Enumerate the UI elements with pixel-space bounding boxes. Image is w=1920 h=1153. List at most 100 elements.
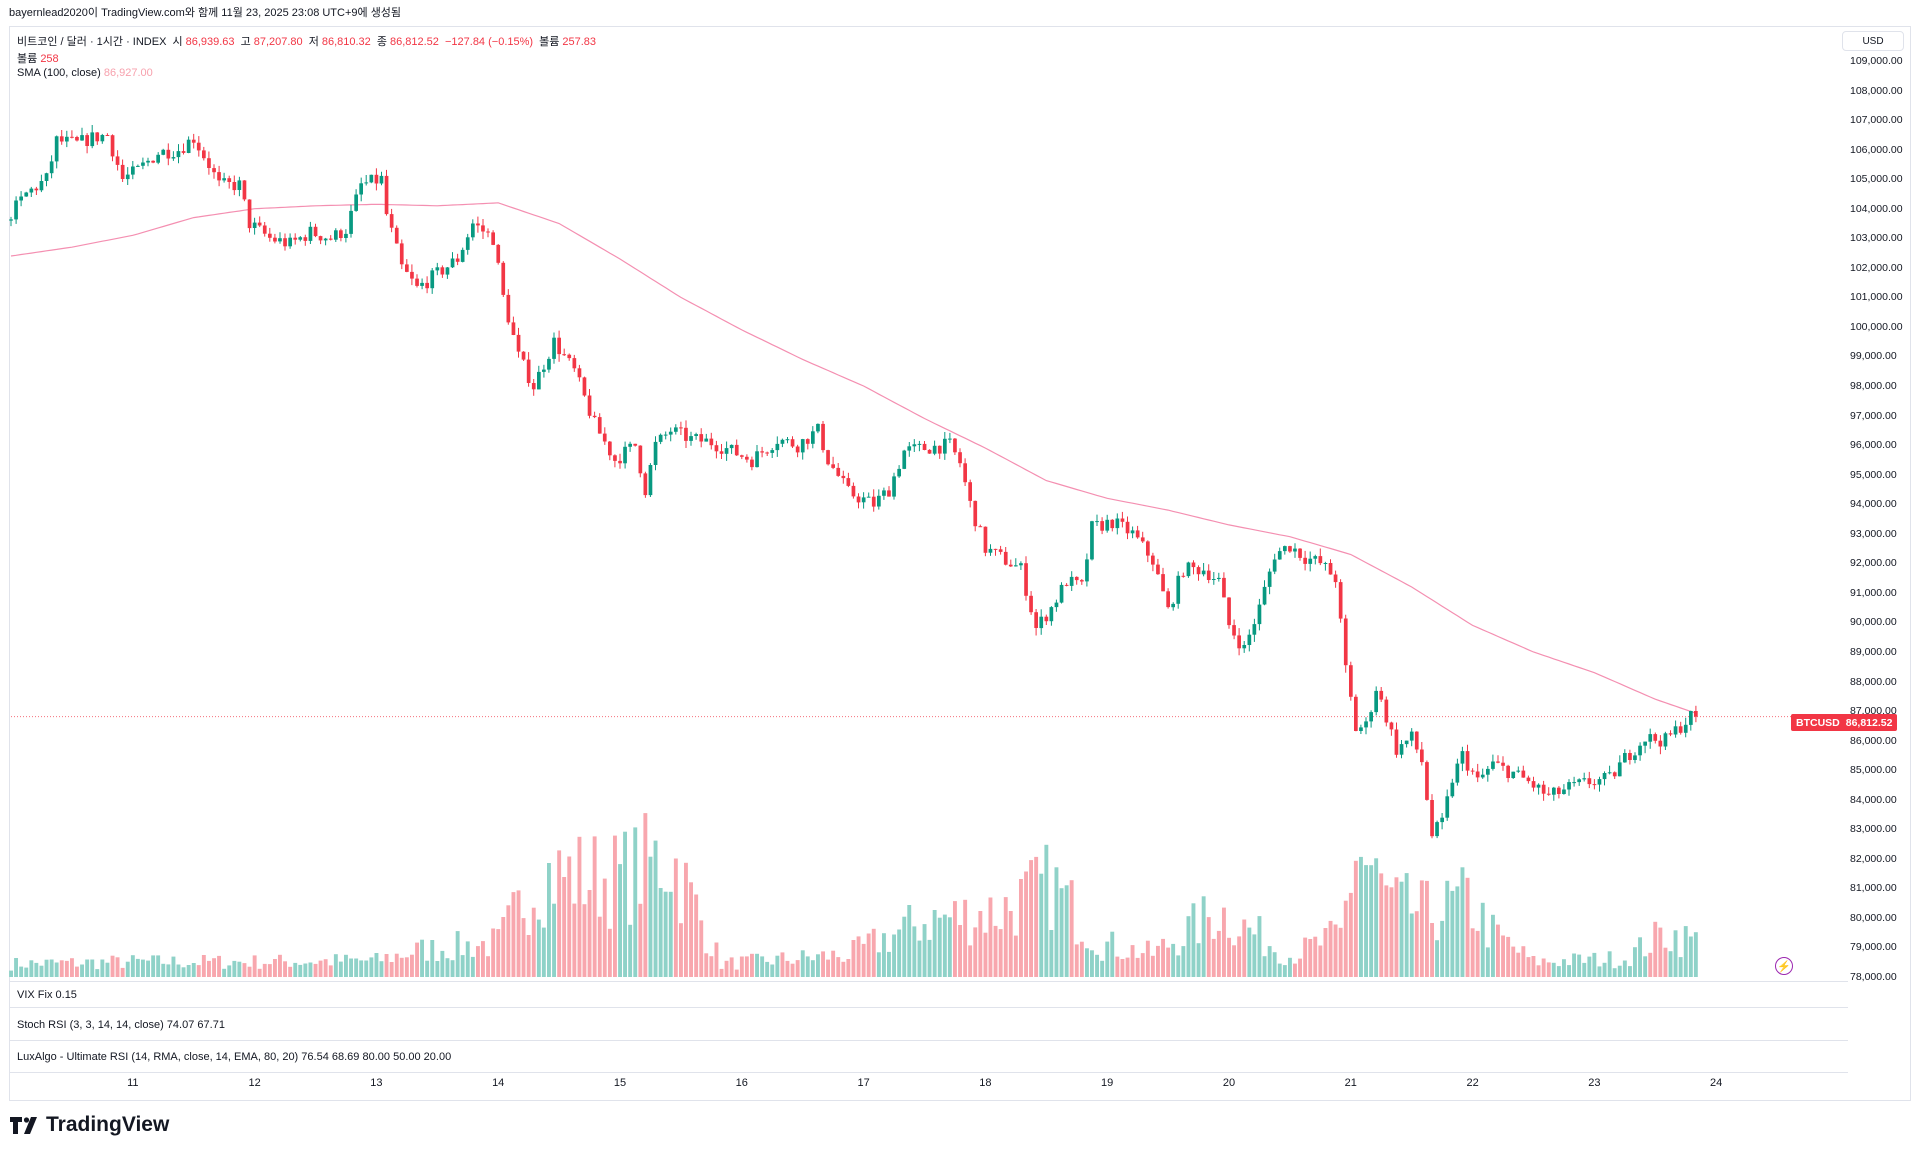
ultimate-rsi-v1: 76.54: [301, 1051, 329, 1063]
volume-bar: [135, 958, 140, 977]
candle-body: [1277, 551, 1282, 560]
volume-bar: [1140, 953, 1145, 977]
volume-bar: [440, 950, 445, 977]
candle-body: [623, 446, 627, 464]
candle-body: [1567, 782, 1571, 790]
volume-bar: [846, 959, 851, 977]
candle-body: [1384, 699, 1389, 723]
volume-bar: [404, 957, 409, 977]
volume-bar: [511, 892, 516, 977]
volume-bar: [1100, 960, 1105, 977]
candle-body: [1617, 762, 1622, 777]
volume-bar: [1399, 881, 1404, 977]
candle-body: [998, 549, 1003, 552]
volume-bar: [273, 959, 277, 977]
volume-bar: [668, 891, 673, 977]
candle-body: [1394, 729, 1399, 755]
volume-bar: [1125, 957, 1130, 977]
volume-bar: [186, 965, 191, 977]
volume-bar: [1227, 937, 1231, 977]
candle-body: [628, 443, 632, 447]
candle-body: [826, 450, 830, 465]
volume-bar: [49, 959, 54, 977]
candle-body: [39, 181, 44, 191]
candle-body: [861, 497, 866, 503]
volume-bar: [1394, 877, 1399, 977]
candle-body: [339, 230, 343, 238]
time-tick-label: 22: [1466, 1077, 1479, 1089]
volume-bar: [1628, 966, 1632, 977]
candle-body: [1146, 541, 1150, 556]
volume-bar: [476, 946, 480, 977]
candle-body: [592, 415, 597, 418]
candle-body: [658, 434, 663, 442]
lightning-icon[interactable]: ⚡: [1775, 957, 1793, 975]
volume-bar: [1186, 916, 1191, 977]
candle-body: [608, 441, 612, 456]
volume-bar: [394, 953, 399, 977]
candle-body: [1562, 789, 1566, 794]
volume-bar: [816, 954, 820, 977]
price-tick-label: 88,000.00: [1850, 675, 1897, 688]
candle-body: [679, 427, 683, 429]
volume-bar: [222, 968, 227, 977]
close-value: 86,812.52: [389, 36, 439, 48]
volume-bar: [100, 959, 105, 977]
volume-bar: [1643, 956, 1648, 977]
candle-body: [196, 142, 201, 151]
volume-bar: [252, 955, 257, 977]
candle-body: [922, 443, 927, 450]
candle-body: [1293, 548, 1297, 552]
volume-bar: [1201, 896, 1206, 977]
candle-body: [399, 243, 404, 265]
volume-bar: [283, 961, 287, 977]
candle-body: [821, 423, 825, 451]
volume-bar: [308, 962, 313, 977]
candle-body: [252, 222, 257, 228]
volume-bar: [1156, 945, 1160, 977]
low-value: 86,810.32: [321, 36, 371, 48]
volume-value: 257.83: [562, 36, 597, 48]
currency-button[interactable]: USD: [1842, 31, 1904, 51]
volume-bar: [1602, 962, 1607, 977]
candle-body: [1272, 559, 1277, 572]
volume-bar: [861, 943, 866, 977]
volume-bar: [1506, 936, 1511, 977]
volume-bar: [1252, 934, 1257, 977]
volume-bar: [14, 958, 18, 977]
candle-body: [70, 136, 74, 138]
candle-body: [1602, 773, 1607, 780]
candle-body: [1536, 784, 1541, 788]
candle-body: [1069, 576, 1074, 586]
volume-bar: [1501, 935, 1505, 977]
volume-bar: [1196, 943, 1201, 977]
candle-body: [136, 165, 140, 167]
pane-separator: [10, 1040, 1848, 1041]
volume-bar: [922, 924, 927, 977]
candle-body: [1171, 603, 1175, 608]
candle-body: [1217, 577, 1221, 579]
symbol-name: 비트코인 / 달러 · 1시간 · INDEX: [17, 36, 167, 48]
candle-body: [222, 178, 226, 181]
price-tick-label: 85,000.00: [1850, 764, 1897, 777]
candle-body: [1506, 765, 1510, 778]
candle-body: [1496, 761, 1500, 763]
volume-bar: [374, 953, 379, 977]
volume-bar: [836, 957, 841, 977]
volume-bar: [709, 956, 714, 977]
candle-body: [1014, 565, 1018, 567]
volume-bar: [795, 960, 800, 977]
price-tick-label: 80,000.00: [1850, 911, 1897, 924]
candle-body: [481, 225, 485, 232]
volume-bar: [800, 950, 805, 977]
volume-bar: [947, 917, 952, 977]
candle-body: [1572, 782, 1576, 784]
candle-body: [1516, 770, 1521, 772]
volume-bar: [328, 965, 333, 977]
volume-bar: [242, 963, 247, 977]
volume-bar: [1419, 880, 1424, 977]
candle-body: [308, 226, 313, 241]
volume-bar: [897, 929, 902, 977]
candle-body: [1196, 567, 1201, 575]
